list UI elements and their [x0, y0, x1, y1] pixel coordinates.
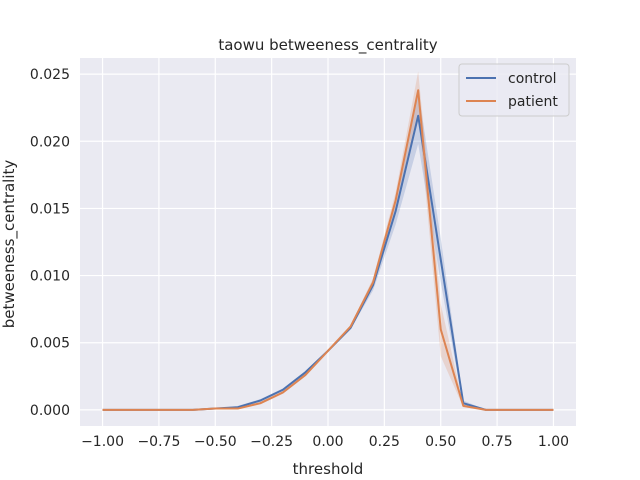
x-tick-label: 0.75	[482, 434, 513, 450]
legend-label-patient: patient	[508, 94, 558, 110]
y-tick-label: 0.010	[30, 269, 70, 285]
legend: control patient	[458, 63, 570, 117]
x-tick-label: −0.25	[250, 434, 293, 450]
y-tick-label: 0.015	[30, 201, 70, 217]
x-tick-label: 1.00	[538, 434, 569, 450]
x-axis-ticks: −1.00 −0.75 −0.50 −0.25 0.00 0.25 0.50 0.75 1.00	[81, 434, 569, 450]
x-tick-label: −0.50	[194, 434, 237, 450]
x-axis-label: threshold	[293, 460, 364, 478]
y-axis-ticks: 0.000 0.005 0.010 0.015 0.020 0.025	[30, 67, 70, 419]
chart-title: taowu betweeness_centrality	[218, 36, 437, 55]
x-tick-label: 0.25	[369, 434, 400, 450]
y-tick-label: 0.020	[30, 134, 70, 150]
series-line-patient	[102, 89, 554, 411]
legend-label-control: control	[508, 71, 557, 87]
x-tick-label: 0.50	[425, 434, 456, 450]
y-tick-label: 0.005	[30, 336, 70, 352]
x-tick-label: −0.75	[137, 434, 180, 450]
y-axis-label: betweeness_centrality	[0, 160, 19, 329]
x-tick-label: −1.00	[81, 434, 124, 450]
y-tick-label: 0.025	[30, 67, 70, 83]
x-tick-label: 0.00	[312, 434, 343, 450]
series-lines	[102, 89, 554, 411]
y-tick-label: 0.000	[30, 403, 70, 419]
